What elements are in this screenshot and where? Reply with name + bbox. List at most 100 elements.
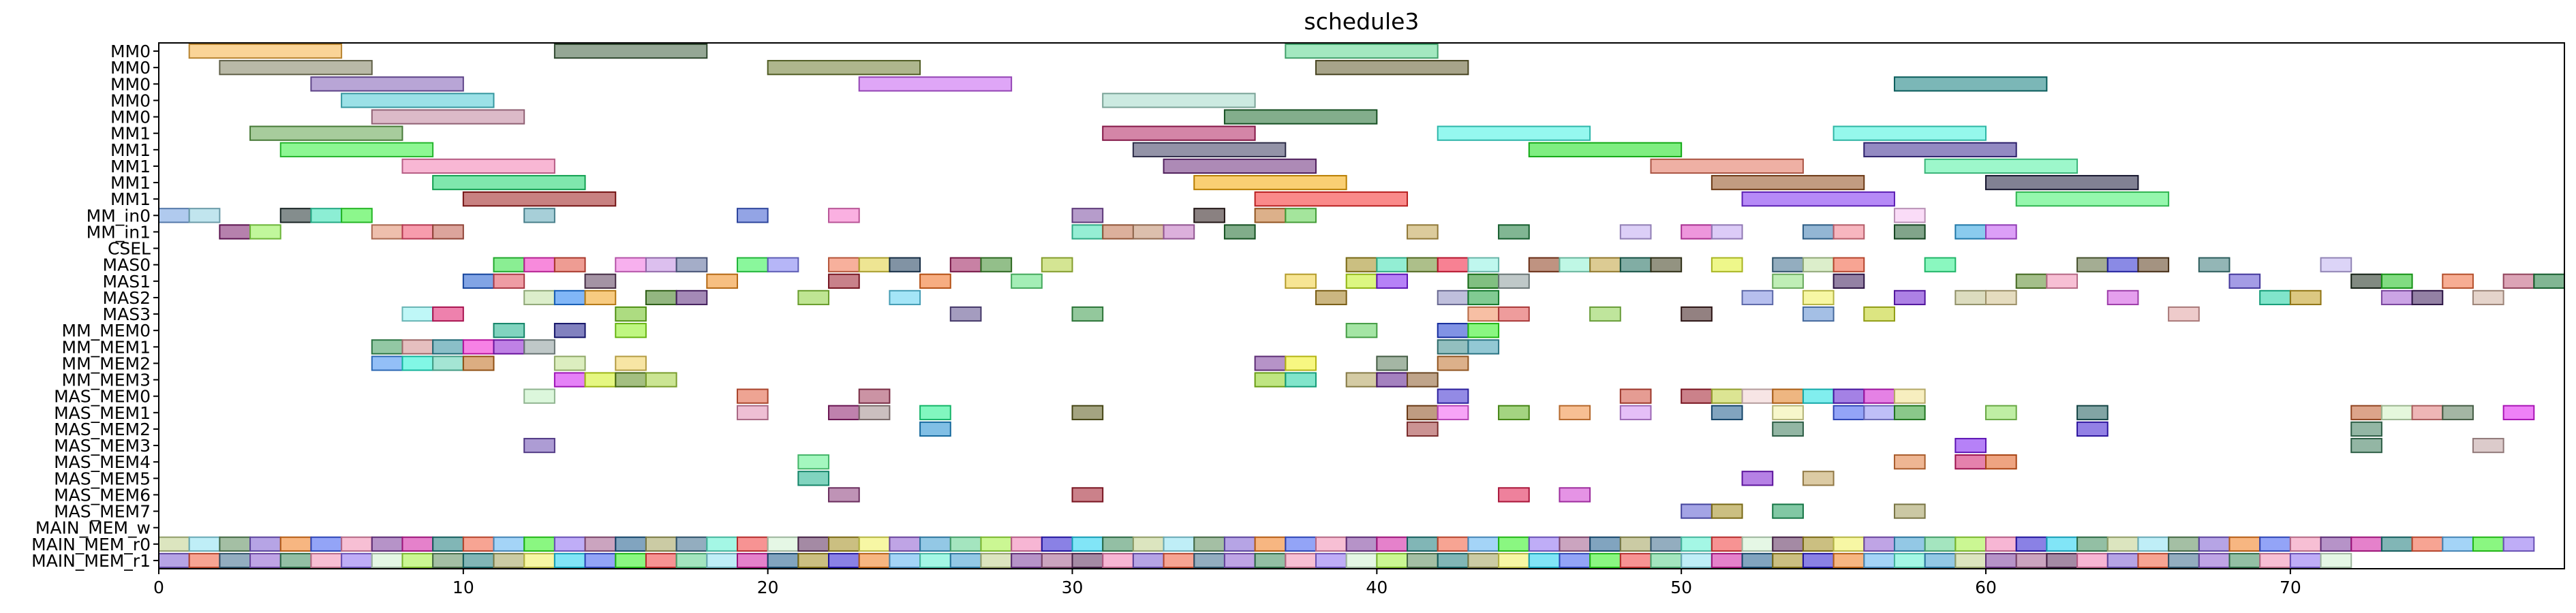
- task-bar: [1071, 208, 1104, 223]
- row-label: MM_MEM3: [62, 371, 151, 390]
- task-bar: [1893, 503, 1926, 519]
- task-bar: [1437, 257, 1469, 272]
- row-label: MAS3: [103, 304, 151, 324]
- memory-bar: [1772, 536, 1804, 552]
- memory-bar: [279, 536, 312, 552]
- memory-bar: [1893, 536, 1926, 552]
- task-bar: [279, 142, 434, 157]
- memory-bar: [1193, 536, 1225, 552]
- task-bar: [1376, 356, 1409, 371]
- memory-bar: [1924, 536, 1957, 552]
- plot-frame: [158, 42, 2565, 569]
- task-bar: [1528, 257, 1561, 272]
- task-bar: [584, 273, 617, 289]
- task-bar: [553, 257, 586, 272]
- task-bar: [1741, 289, 1774, 306]
- row-label: MM_in0: [87, 206, 151, 225]
- memory-bar: [1619, 552, 1652, 569]
- task-bar: [615, 356, 647, 371]
- task-bar: [645, 372, 677, 388]
- memory-bar: [188, 536, 221, 552]
- memory-bar: [2380, 536, 2413, 552]
- task-bar: [1163, 158, 1317, 174]
- memory-bar: [1345, 552, 1378, 569]
- task-bar: [1467, 306, 1500, 322]
- memory-bar: [1132, 552, 1165, 569]
- memory-bar: [1437, 552, 1469, 569]
- task-bar: [828, 405, 860, 420]
- task-bar: [493, 339, 525, 355]
- task-bar: [432, 174, 586, 191]
- memory-bar: [645, 552, 677, 569]
- memory-bar: [1163, 552, 1195, 569]
- task-bar: [1619, 257, 1652, 272]
- task-bar: [645, 257, 677, 272]
- memory-bar: [1407, 552, 1439, 569]
- task-bar: [1589, 306, 1621, 322]
- memory-bar: [828, 552, 860, 569]
- task-bar: [1893, 224, 1926, 240]
- memory-bar: [1863, 552, 1895, 569]
- task-bar: [1071, 487, 1104, 503]
- task-bar: [1802, 388, 1835, 404]
- memory-bar: [1528, 536, 1561, 552]
- memory-bar: [279, 552, 312, 569]
- task-bar: [1711, 224, 1743, 240]
- memory-bar: [2046, 552, 2079, 569]
- memory-bar: [1498, 552, 1530, 569]
- task-bar: [1833, 125, 1987, 141]
- memory-bar: [1650, 536, 1683, 552]
- x-tick-label: 70: [2280, 578, 2301, 597]
- task-bar: [1559, 487, 1591, 503]
- memory-bar: [1589, 552, 1621, 569]
- task-bar: [1285, 273, 1317, 289]
- task-bar: [523, 437, 555, 454]
- memory-bar: [2015, 552, 2048, 569]
- task-bar: [1345, 273, 1378, 289]
- memory-bar: [462, 536, 495, 552]
- row-label: MAS_MEM5: [54, 469, 151, 488]
- row-label: MAS_MEM1: [54, 403, 151, 423]
- memory-bar: [1011, 552, 1043, 569]
- task-bar: [2411, 289, 2444, 306]
- task-bar: [371, 109, 525, 125]
- memory-bar: [2320, 536, 2352, 552]
- memory-bar: [1650, 552, 1683, 569]
- memory-bar: [706, 552, 738, 569]
- memory-bar: [1102, 536, 1134, 552]
- memory-bar: [2106, 552, 2139, 569]
- task-bar: [2350, 405, 2382, 420]
- task-bar: [1071, 306, 1104, 322]
- task-bar: [1528, 142, 1683, 157]
- memory-bar: [371, 536, 403, 552]
- task-bar: [2259, 289, 2291, 306]
- memory-bar: [1681, 552, 1713, 569]
- task-bar: [371, 356, 403, 371]
- memory-bar: [2228, 536, 2261, 552]
- task-bar: [1407, 405, 1439, 420]
- memory-bar: [1467, 552, 1500, 569]
- memory-bar: [432, 536, 464, 552]
- task-bar: [736, 388, 769, 404]
- memory-bar: [2502, 536, 2535, 552]
- task-bar: [1954, 437, 1987, 454]
- task-bar: [1681, 224, 1713, 240]
- row-label: CSEL: [108, 239, 151, 259]
- task-bar: [1254, 191, 1409, 207]
- row-label: MM1: [110, 157, 151, 176]
- task-bar: [158, 208, 190, 223]
- task-bar: [1772, 273, 1804, 289]
- task-bar: [1711, 503, 1743, 519]
- task-bar: [1467, 257, 1500, 272]
- memory-bar: [1223, 536, 1256, 552]
- task-bar: [1223, 224, 1256, 240]
- task-bar: [1345, 323, 1378, 339]
- task-bar: [1711, 388, 1743, 404]
- x-tick-label: 20: [757, 578, 779, 597]
- row-label: MAS1: [103, 272, 151, 292]
- memory-bar: [341, 536, 373, 552]
- task-bar: [1772, 503, 1804, 519]
- task-bar: [2350, 273, 2382, 289]
- memory-bar: [858, 536, 891, 552]
- task-bar: [523, 208, 555, 223]
